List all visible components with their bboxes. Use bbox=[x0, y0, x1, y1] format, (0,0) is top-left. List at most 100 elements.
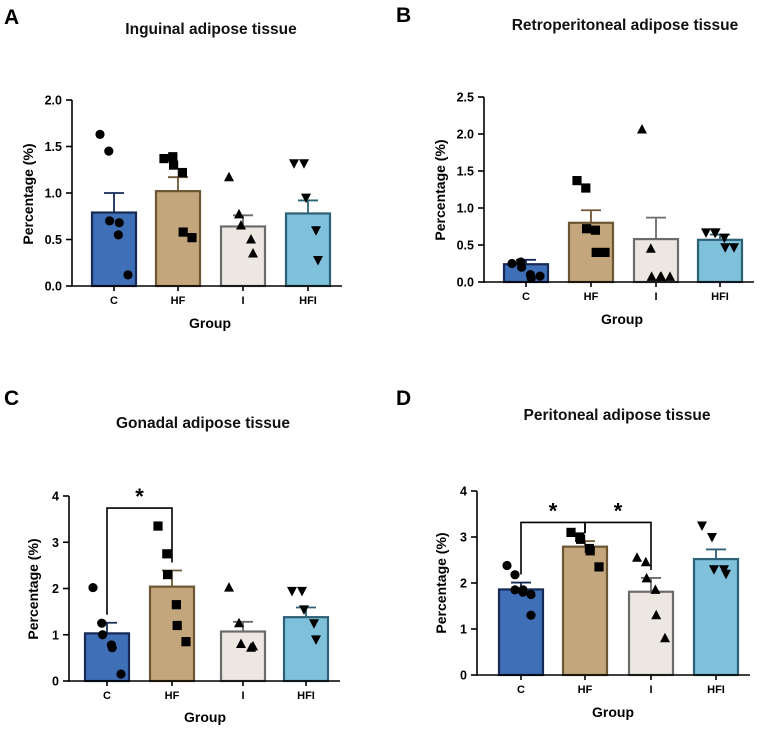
data-point-c-hfi-0 bbox=[287, 586, 297, 597]
data-point-b-hf-0 bbox=[572, 176, 582, 186]
data-point-a-hfi-3 bbox=[311, 226, 321, 236]
data-point-c-hfi-2 bbox=[299, 605, 309, 615]
x-tick-label-d-c: C bbox=[517, 684, 525, 696]
data-point-c-c-4 bbox=[107, 643, 117, 653]
y-tick-label-b-3: 1.5 bbox=[457, 165, 474, 179]
data-point-b-hfi-4 bbox=[720, 243, 731, 253]
data-point-a-hf-1 bbox=[168, 152, 178, 162]
data-point-b-i-1 bbox=[645, 243, 656, 253]
data-point-b-hfi-0 bbox=[701, 228, 711, 238]
data-point-a-hf-3 bbox=[177, 167, 187, 178]
data-point-c-hfi-1 bbox=[297, 586, 307, 597]
data-point-b-c-0 bbox=[507, 258, 517, 269]
data-point-b-hf-2 bbox=[582, 224, 592, 234]
x-axis-title-d: Group bbox=[592, 704, 634, 720]
y-tick-label-a-0: 0.0 bbox=[45, 280, 62, 294]
bar-d-c bbox=[497, 588, 545, 677]
bar-c-hf bbox=[148, 585, 196, 683]
data-point-b-c-2 bbox=[517, 262, 527, 272]
panel-d: D Peritoneal adipose tissue Percentage (… bbox=[396, 387, 750, 720]
data-point-b-hf-5 bbox=[600, 247, 610, 257]
data-point-c-i-1 bbox=[234, 617, 244, 628]
data-point-a-c-2 bbox=[105, 216, 115, 226]
data-point-d-c-0 bbox=[502, 560, 512, 571]
y-tick-label-a-3: 1.5 bbox=[45, 140, 62, 154]
x-tick-label-a-c: C bbox=[110, 295, 118, 307]
data-point-a-c-5 bbox=[123, 270, 133, 280]
x-tick-label-d-hfi: HFI bbox=[707, 684, 725, 696]
bar-a-hfi bbox=[284, 212, 332, 288]
data-point-d-i-2 bbox=[641, 572, 652, 583]
x-tick-label-a-hfi: HFI bbox=[299, 295, 317, 307]
y-tick-label-d-4: 4 bbox=[460, 485, 467, 499]
y-tick-label-c-3: 3 bbox=[52, 536, 59, 550]
chart-title-d: Peritoneal adipose tissue bbox=[524, 407, 711, 424]
data-point-b-hf-4 bbox=[591, 247, 601, 257]
data-point-d-hfi-0 bbox=[697, 521, 707, 531]
panel-letter-d: D bbox=[396, 387, 411, 410]
significance-bracket-c-0 bbox=[106, 507, 173, 615]
data-point-c-hf-3 bbox=[171, 600, 181, 610]
data-point-a-i-0 bbox=[224, 171, 234, 182]
y-axis-title-c: Percentage (%) bbox=[25, 538, 41, 639]
panel-b: B Retroperitoneal adipose tissue Percent… bbox=[396, 4, 754, 327]
significance-star-d-0: * bbox=[549, 498, 558, 523]
data-point-d-c-5 bbox=[526, 589, 536, 600]
y-tick-label-a-1: 0.5 bbox=[45, 233, 62, 247]
data-point-c-i-2 bbox=[236, 638, 246, 648]
data-point-a-hf-4 bbox=[178, 227, 188, 237]
panel-a: A Inguinal adipose tissue Percentage (%)… bbox=[4, 6, 342, 331]
y-tick-label-d-1: 1 bbox=[460, 623, 467, 637]
y-tick-label-d-3: 3 bbox=[460, 531, 467, 545]
data-point-c-hf-4 bbox=[172, 620, 182, 631]
x-tick-label-c-i: I bbox=[241, 690, 244, 702]
data-point-d-hf-5 bbox=[594, 562, 604, 572]
bar-d-i bbox=[627, 590, 675, 677]
y-tick-label-c-1: 1 bbox=[52, 628, 59, 642]
data-point-b-c-4 bbox=[526, 273, 536, 283]
chart-title-b: Retroperitoneal adipose tissue bbox=[512, 17, 739, 34]
data-point-d-hf-0 bbox=[566, 527, 576, 537]
data-point-a-i-3 bbox=[246, 234, 256, 244]
data-point-a-hfi-2 bbox=[301, 193, 311, 204]
y-tick-label-c-2: 2 bbox=[52, 582, 59, 596]
x-tick-label-d-i: I bbox=[649, 684, 652, 696]
data-point-a-hfi-1 bbox=[299, 159, 309, 169]
data-point-c-c-2 bbox=[98, 630, 108, 640]
data-point-a-hfi-4 bbox=[313, 255, 323, 266]
y-tick-label-b-4: 2.0 bbox=[457, 128, 474, 142]
data-point-c-hf-5 bbox=[181, 637, 191, 647]
data-point-c-hf-2 bbox=[163, 570, 173, 580]
data-point-d-hf-2 bbox=[576, 534, 586, 544]
x-tick-label-c-hfi: HFI bbox=[297, 690, 315, 702]
x-tick-label-c-c: C bbox=[103, 690, 111, 702]
data-point-c-i-0 bbox=[224, 582, 234, 592]
data-point-b-i-5 bbox=[665, 271, 675, 281]
data-point-a-hf-5 bbox=[187, 233, 197, 243]
data-point-c-c-5 bbox=[116, 669, 126, 679]
x-tick-label-a-hf: HF bbox=[171, 295, 186, 307]
data-point-d-c-2 bbox=[510, 585, 520, 595]
data-point-b-hf-3 bbox=[590, 225, 600, 235]
data-point-c-i-4 bbox=[248, 640, 258, 651]
x-tick-label-c-hf: HF bbox=[165, 690, 180, 702]
y-tick-label-c-4: 4 bbox=[52, 490, 59, 504]
y-tick-label-a-2: 1.0 bbox=[45, 187, 62, 201]
y-axis-title-b: Percentage (%) bbox=[432, 139, 448, 240]
x-tick-label-a-i: I bbox=[241, 295, 244, 307]
x-tick-label-b-i: I bbox=[654, 291, 657, 303]
data-point-a-hfi-0 bbox=[289, 159, 299, 169]
data-point-b-hfi-3 bbox=[719, 233, 730, 244]
data-point-d-i-5 bbox=[660, 632, 670, 643]
data-point-b-hf-1 bbox=[581, 183, 591, 193]
y-tick-label-c-0: 0 bbox=[52, 675, 59, 689]
x-tick-label-b-hfi: HFI bbox=[711, 291, 729, 303]
data-point-d-hf-4 bbox=[585, 546, 595, 556]
panel-c: C Gonadal adipose tissue Percentage (%) … bbox=[4, 387, 340, 725]
bar-c-hfi bbox=[282, 616, 330, 683]
data-point-d-i-0 bbox=[632, 552, 642, 562]
data-point-b-hfi-5 bbox=[729, 243, 739, 253]
data-point-a-hf-0 bbox=[159, 153, 169, 164]
y-tick-label-b-0: 0.0 bbox=[457, 276, 474, 290]
